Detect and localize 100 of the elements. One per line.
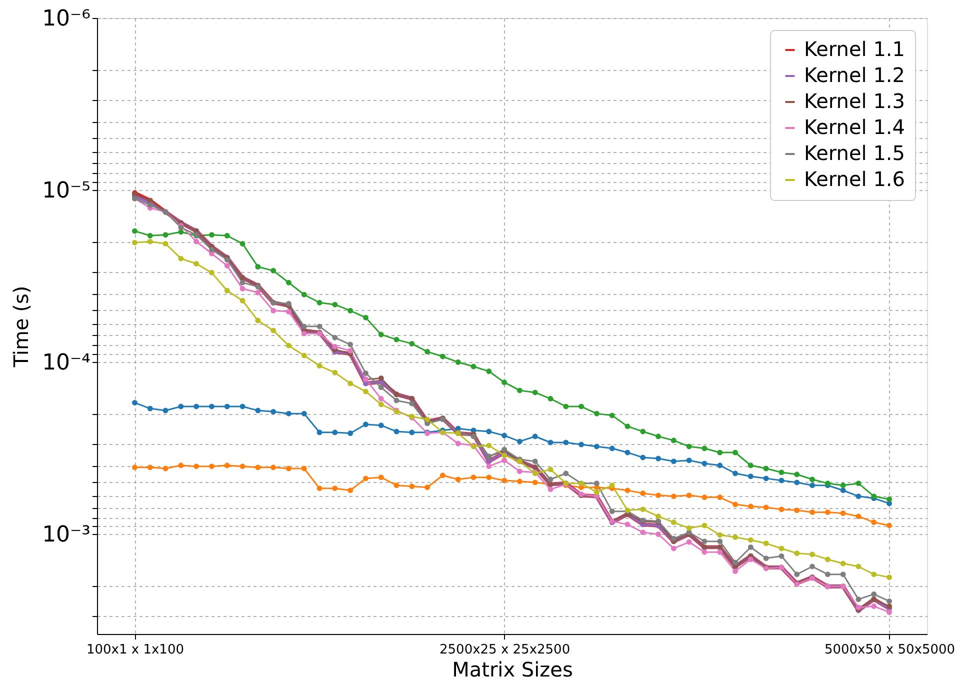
point — [162, 240, 168, 246]
point — [763, 476, 769, 482]
point — [301, 324, 307, 330]
point — [255, 290, 261, 296]
point — [502, 432, 508, 438]
point — [286, 342, 292, 348]
point — [717, 538, 723, 544]
x-tick-label: 5000x50 x 50x5000 — [824, 642, 956, 658]
point — [840, 560, 846, 566]
point — [886, 522, 892, 528]
point — [147, 238, 153, 244]
point — [332, 334, 338, 340]
point — [362, 314, 368, 320]
point — [178, 404, 184, 410]
point — [656, 456, 662, 462]
point — [348, 488, 354, 494]
point — [609, 412, 615, 418]
point — [348, 348, 354, 354]
point — [147, 464, 153, 470]
point — [378, 422, 384, 428]
point — [670, 520, 676, 525]
point — [886, 598, 892, 604]
point — [824, 572, 830, 578]
point — [224, 404, 230, 410]
point — [162, 466, 168, 472]
point — [856, 564, 862, 570]
point — [717, 549, 723, 555]
point — [502, 380, 508, 386]
point — [778, 478, 784, 484]
point — [486, 464, 492, 470]
point — [301, 352, 307, 358]
y-tick-label: 10⁻⁵ — [42, 178, 90, 204]
point — [486, 474, 492, 480]
point — [270, 328, 276, 334]
point — [794, 572, 800, 578]
point — [794, 508, 800, 514]
point — [578, 404, 584, 410]
point — [670, 438, 676, 444]
point — [563, 470, 569, 476]
point — [871, 572, 877, 578]
point — [732, 450, 738, 456]
point — [486, 428, 492, 434]
point — [224, 257, 230, 262]
point — [717, 462, 723, 468]
point — [640, 506, 646, 512]
point — [132, 400, 138, 406]
legend-label: Kernel 1.2 — [804, 63, 905, 87]
point — [162, 408, 168, 414]
point — [856, 514, 862, 520]
point — [640, 428, 646, 434]
point — [194, 261, 200, 266]
point — [224, 462, 230, 468]
point — [548, 466, 554, 472]
point — [548, 486, 554, 492]
point — [686, 539, 692, 545]
point — [409, 430, 415, 436]
legend-label: Kernel 1.5 — [804, 141, 905, 165]
point — [763, 556, 769, 562]
point — [717, 494, 723, 500]
point — [732, 470, 738, 476]
point — [270, 408, 276, 414]
legend-label: Kernel 1.6 — [804, 167, 905, 191]
point — [240, 298, 246, 304]
point — [455, 359, 461, 365]
point — [362, 388, 368, 394]
point — [532, 458, 538, 464]
point — [778, 546, 784, 552]
point — [532, 390, 538, 396]
point — [609, 482, 615, 488]
point — [348, 430, 354, 436]
point — [440, 472, 446, 478]
point — [516, 388, 522, 394]
point — [656, 514, 662, 520]
point — [378, 384, 384, 390]
point — [486, 368, 492, 374]
point — [224, 288, 230, 294]
point — [748, 462, 754, 468]
point — [810, 482, 816, 488]
point — [362, 422, 368, 428]
point — [563, 404, 569, 410]
point — [840, 510, 846, 516]
point — [640, 454, 646, 460]
point — [594, 480, 600, 486]
point — [301, 330, 307, 336]
point — [563, 440, 569, 446]
point — [763, 540, 769, 546]
point — [502, 458, 508, 464]
point — [270, 268, 276, 274]
point — [778, 553, 784, 559]
point — [132, 464, 138, 470]
point — [270, 464, 276, 470]
point — [516, 468, 522, 474]
point — [624, 522, 630, 528]
point — [856, 480, 862, 486]
point — [348, 308, 354, 314]
point — [871, 520, 877, 525]
point — [332, 486, 338, 492]
point — [332, 344, 338, 350]
point — [732, 560, 738, 566]
point — [255, 408, 261, 414]
